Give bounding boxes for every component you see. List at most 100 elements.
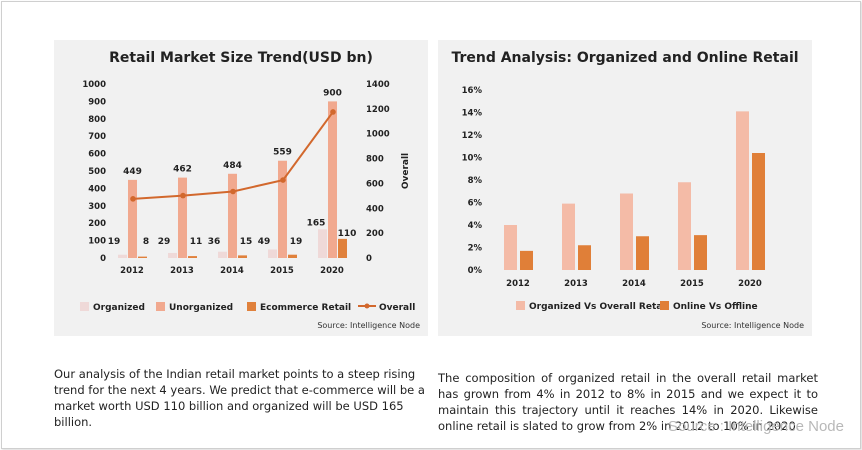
y-tick-label: 100: [88, 237, 106, 247]
y-tick-label: 500: [88, 167, 106, 177]
y-tick-label: 900: [88, 97, 106, 107]
y-tick-label: 0: [100, 254, 106, 264]
data-label: 449: [123, 167, 142, 177]
bar-online-vs-offline: [520, 250, 533, 270]
trend-analysis-chart-panel: Trend Analysis: Organized and Online Ret…: [438, 40, 812, 336]
x-tick-label: 2014: [220, 266, 244, 276]
y-tick-label: 600: [88, 150, 106, 160]
bar-ecommerce-retail: [338, 238, 347, 258]
legend-swatch: [516, 301, 525, 310]
legend-swatch: [660, 301, 669, 310]
chart-title: Trend Analysis: Organized and Online Ret…: [451, 50, 799, 66]
y2-tick-label: 1400: [366, 80, 390, 90]
y2-tick-label: 600: [366, 179, 384, 189]
bar-online-vs-offline: [694, 235, 707, 270]
overall-point: [180, 192, 186, 199]
data-label: 29: [158, 237, 171, 247]
bar-unorganized: [278, 160, 287, 258]
x-tick-label: 2014: [622, 279, 646, 289]
retail-market-size-chart: 1000900800700600500400300200100014001200…: [82, 80, 411, 276]
bar-organized-vs-overall-retail: [562, 203, 575, 270]
legend-swatch: [80, 302, 89, 311]
bar-organized: [118, 254, 127, 258]
x-tick-label: 2013: [170, 266, 194, 276]
bar-organized: [318, 229, 327, 258]
data-label: 11: [190, 237, 203, 247]
legend-swatch: [247, 302, 256, 311]
data-label: 19: [108, 237, 121, 247]
analysis-paragraph-right: The composition of organized retail in t…: [438, 371, 818, 433]
bar-ecommerce-retail: [238, 255, 247, 258]
bar-organized: [218, 251, 227, 258]
bar-online-vs-offline: [578, 245, 591, 270]
overall-point: [230, 188, 236, 195]
data-label: 462: [173, 165, 192, 175]
y-tick-label: 2%: [468, 244, 483, 254]
legend-organized-vs-overall: Organized Vs Overall Retail: [516, 301, 669, 312]
y2-tick-label: 0: [366, 254, 372, 264]
y2-tick-label: 1000: [366, 130, 390, 140]
data-label: 110: [338, 229, 357, 239]
data-label: 900: [323, 88, 342, 98]
y2-tick-label: 800: [366, 155, 384, 165]
x-tick-label: 2012: [506, 279, 530, 289]
bar-unorganized: [178, 177, 187, 258]
bar-organized-vs-overall-retail: [620, 193, 633, 270]
x-tick-label: 2020: [320, 266, 344, 276]
y-tick-label: 4%: [468, 221, 483, 231]
legend-ecommerce: Ecommerce Retail: [247, 302, 351, 313]
x-tick-label: 2015: [680, 279, 704, 289]
legend-overall: Overall: [358, 302, 415, 313]
bar-unorganized: [228, 173, 237, 258]
overall-point: [130, 196, 136, 202]
bar-unorganized: [128, 179, 137, 258]
y-tick-label: 6%: [468, 199, 483, 209]
y-tick-label: 800: [88, 115, 106, 125]
legend-unorganized: Unorganized: [156, 302, 233, 313]
bar-organized-vs-overall-retail: [736, 111, 749, 270]
data-label: 36: [208, 237, 221, 247]
legend-online-vs-offline: Online Vs Offline: [660, 301, 758, 312]
retail-market-size-chart-panel: Retail Market Size Trend(USD bn) 1000 900…: [54, 40, 428, 336]
bar-unorganized: [328, 101, 337, 259]
bar-online-vs-offline: [752, 153, 765, 270]
y-tick-label: 300: [88, 202, 106, 212]
data-label: 49: [258, 237, 271, 247]
data-label: 559: [273, 148, 292, 158]
y-tick-label: 16%: [462, 86, 483, 96]
y-tick-label: 400: [88, 184, 106, 194]
bar-organized: [168, 252, 177, 258]
bar-organized-vs-overall-retail: [678, 182, 691, 270]
legend-line-marker: [358, 303, 376, 309]
legend-organized: Organized: [80, 302, 145, 313]
source-watermark: Source : Intelligence Node: [668, 418, 844, 435]
overall-point: [330, 109, 336, 115]
data-label: 19: [290, 237, 303, 247]
bar-ecommerce-retail: [188, 256, 197, 258]
data-label: 165: [307, 218, 326, 228]
x-tick-label: 2013: [564, 279, 588, 289]
chart-title: Retail Market Size Trend(USD bn): [109, 50, 373, 66]
y2-tick-label: 1200: [366, 105, 390, 115]
legend-swatch: [156, 302, 165, 311]
y-tick-label: 12%: [462, 131, 483, 141]
analysis-paragraph-left: Our analysis of the Indian retail market…: [54, 367, 425, 429]
y-tick-label: 8%: [468, 176, 483, 186]
data-label: 8: [143, 237, 149, 247]
y-tick-label: 14%: [462, 109, 483, 119]
bar-ecommerce-retail: [138, 256, 147, 258]
x-tick-label: 2020: [738, 279, 762, 289]
y2-tick-label: 200: [366, 229, 384, 239]
x-tick-label: 2012: [120, 266, 144, 276]
bar-organized-vs-overall-retail: [504, 225, 517, 270]
y2-axis-label: Overall: [401, 153, 411, 189]
bar-online-vs-offline: [636, 236, 649, 270]
chart-source: Source: Intelligence Node: [317, 321, 420, 330]
bar-organized: [268, 249, 277, 258]
y2-tick-label: 400: [366, 204, 384, 214]
trend-analysis-chart: 16% 14% 12% 10% 8% 6% 4% 2% 0% 2012 2013 2014 2015 20…: [462, 86, 765, 289]
y-tick-label: 1000: [82, 80, 106, 90]
x-tick-label: 2015: [270, 266, 294, 276]
y-tick-label: 10%: [462, 154, 483, 164]
